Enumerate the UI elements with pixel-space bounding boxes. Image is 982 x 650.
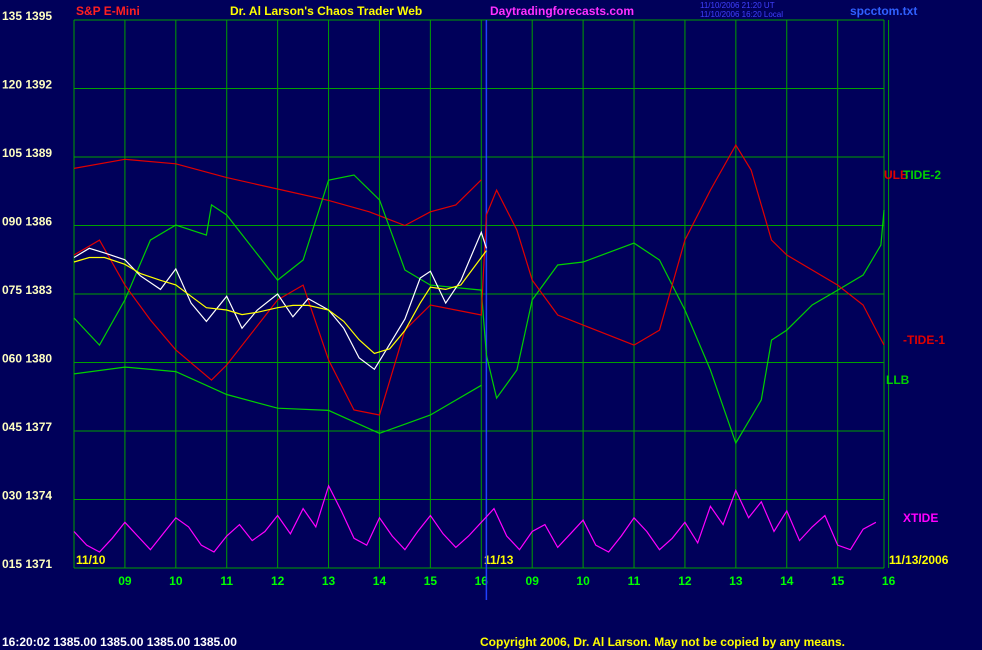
y-tick-label: 090 1386 [2, 215, 52, 229]
x-tick-label: 13 [322, 574, 336, 588]
x-tick-label: 11 [628, 574, 641, 588]
y-tick-label: 030 1374 [2, 489, 52, 503]
series-line [73, 484, 877, 553]
y-tick-label: 105 1389 [2, 146, 52, 160]
x-tick-label: 14 [373, 574, 387, 588]
y-tick-label: 015 1371 [2, 557, 52, 571]
chart-title: Dr. Al Larson's Chaos Trader Web [230, 4, 422, 18]
timestamp: 11/10/2006 21:20 UT [700, 1, 775, 10]
x-tick-label: 09 [526, 574, 540, 588]
x-tick-label: 12 [678, 574, 692, 588]
x-tick-label: 15 [831, 574, 845, 588]
y-tick-label: 135 1395 [2, 9, 52, 23]
legend-label: TIDE-2 [903, 168, 941, 182]
y-tick-label: 045 1377 [2, 420, 52, 434]
timestamp: 11/10/2006 16:20 Local [700, 10, 783, 19]
x-tick-label: 12 [271, 574, 285, 588]
legend-label: ULB [884, 168, 909, 182]
x-tick-label: 16 [882, 574, 896, 588]
date-label: 11/13/2006 [889, 553, 949, 567]
legend-label: -TIDE-1 [903, 333, 945, 347]
series-line [73, 366, 482, 434]
x-tick-label: 11 [220, 574, 233, 588]
x-tick-label: 16 [475, 574, 489, 588]
copyright: Copyright 2006, Dr. Al Larson. May not b… [480, 635, 845, 649]
file-name: spcctom.txt [850, 4, 917, 18]
x-tick-label: 10 [576, 574, 590, 588]
series-line [73, 143, 885, 416]
site: Daytradingforecasts.com [490, 4, 634, 18]
series-line [73, 174, 885, 445]
legend-label: XTIDE [903, 511, 938, 525]
x-tick-label: 13 [729, 574, 743, 588]
series-line [73, 158, 482, 227]
quote: 16:20:02 1385.00 1385.00 1385.00 1385.00 [2, 635, 237, 649]
y-tick-label: 075 1383 [2, 283, 52, 297]
date-label: 11/13 [484, 553, 514, 567]
x-tick-label: 15 [424, 574, 438, 588]
x-tick-label: 09 [118, 574, 132, 588]
x-tick-label: 10 [169, 574, 183, 588]
series-line [73, 230, 487, 371]
series-line [73, 250, 487, 355]
symbol: S&P E-Mini [76, 4, 140, 18]
y-tick-label: 060 1380 [2, 352, 52, 366]
x-tick-label: 14 [780, 574, 794, 588]
y-tick-label: 120 1392 [2, 78, 52, 92]
legend-label: LLB [886, 373, 910, 387]
date-label: 11/10 [76, 553, 106, 567]
